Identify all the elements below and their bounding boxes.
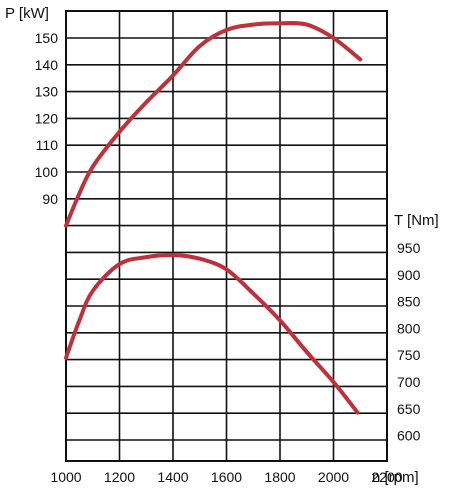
y-right-tick-label: 800 bbox=[397, 320, 421, 336]
y-left-tick-label: 140 bbox=[35, 57, 59, 73]
y-left-tick-label: 120 bbox=[35, 110, 59, 126]
y-left-tick-label: 130 bbox=[35, 84, 59, 100]
x-tick-label: 1200 bbox=[104, 469, 135, 485]
y-right-axis-label: T [Nm] bbox=[394, 212, 439, 229]
y-right-tick-label: 850 bbox=[397, 294, 421, 310]
chart-series bbox=[64, 21, 363, 415]
plot-frame bbox=[65, 10, 388, 462]
y-left-tick-label: 100 bbox=[35, 164, 59, 180]
y-right-tick-label: 900 bbox=[397, 267, 421, 283]
x-tick-label: 2200 bbox=[371, 469, 402, 485]
y-left-axis-label: P [kW] bbox=[5, 5, 49, 22]
y-left-tick-label: 90 bbox=[42, 191, 58, 207]
y-right-tick-label: 700 bbox=[397, 374, 421, 390]
y-right-tick-label: 950 bbox=[397, 240, 421, 256]
x-tick-label: 1600 bbox=[211, 469, 242, 485]
tick-labels: 1000 1200 1400 1600 1800 2000 2200 90 100 110 120 1… bbox=[35, 30, 421, 485]
x-axis-label: n [rpm] bbox=[372, 469, 419, 486]
x-tick-label: 1000 bbox=[50, 469, 81, 485]
chart-grid bbox=[66, 11, 387, 461]
x-tick-label: 1400 bbox=[157, 469, 188, 485]
y-right-tick-label: 600 bbox=[397, 428, 421, 444]
power-curve bbox=[64, 21, 363, 228]
y-right-tick-label: 750 bbox=[397, 347, 421, 363]
x-tick-label: 2000 bbox=[318, 469, 349, 485]
y-left-tick-label: 150 bbox=[35, 30, 59, 46]
y-right-tick-label: 650 bbox=[397, 401, 421, 417]
y-left-tick-label: 110 bbox=[36, 137, 59, 153]
x-tick-label: 1800 bbox=[264, 469, 295, 485]
torque-curve bbox=[64, 252, 360, 415]
